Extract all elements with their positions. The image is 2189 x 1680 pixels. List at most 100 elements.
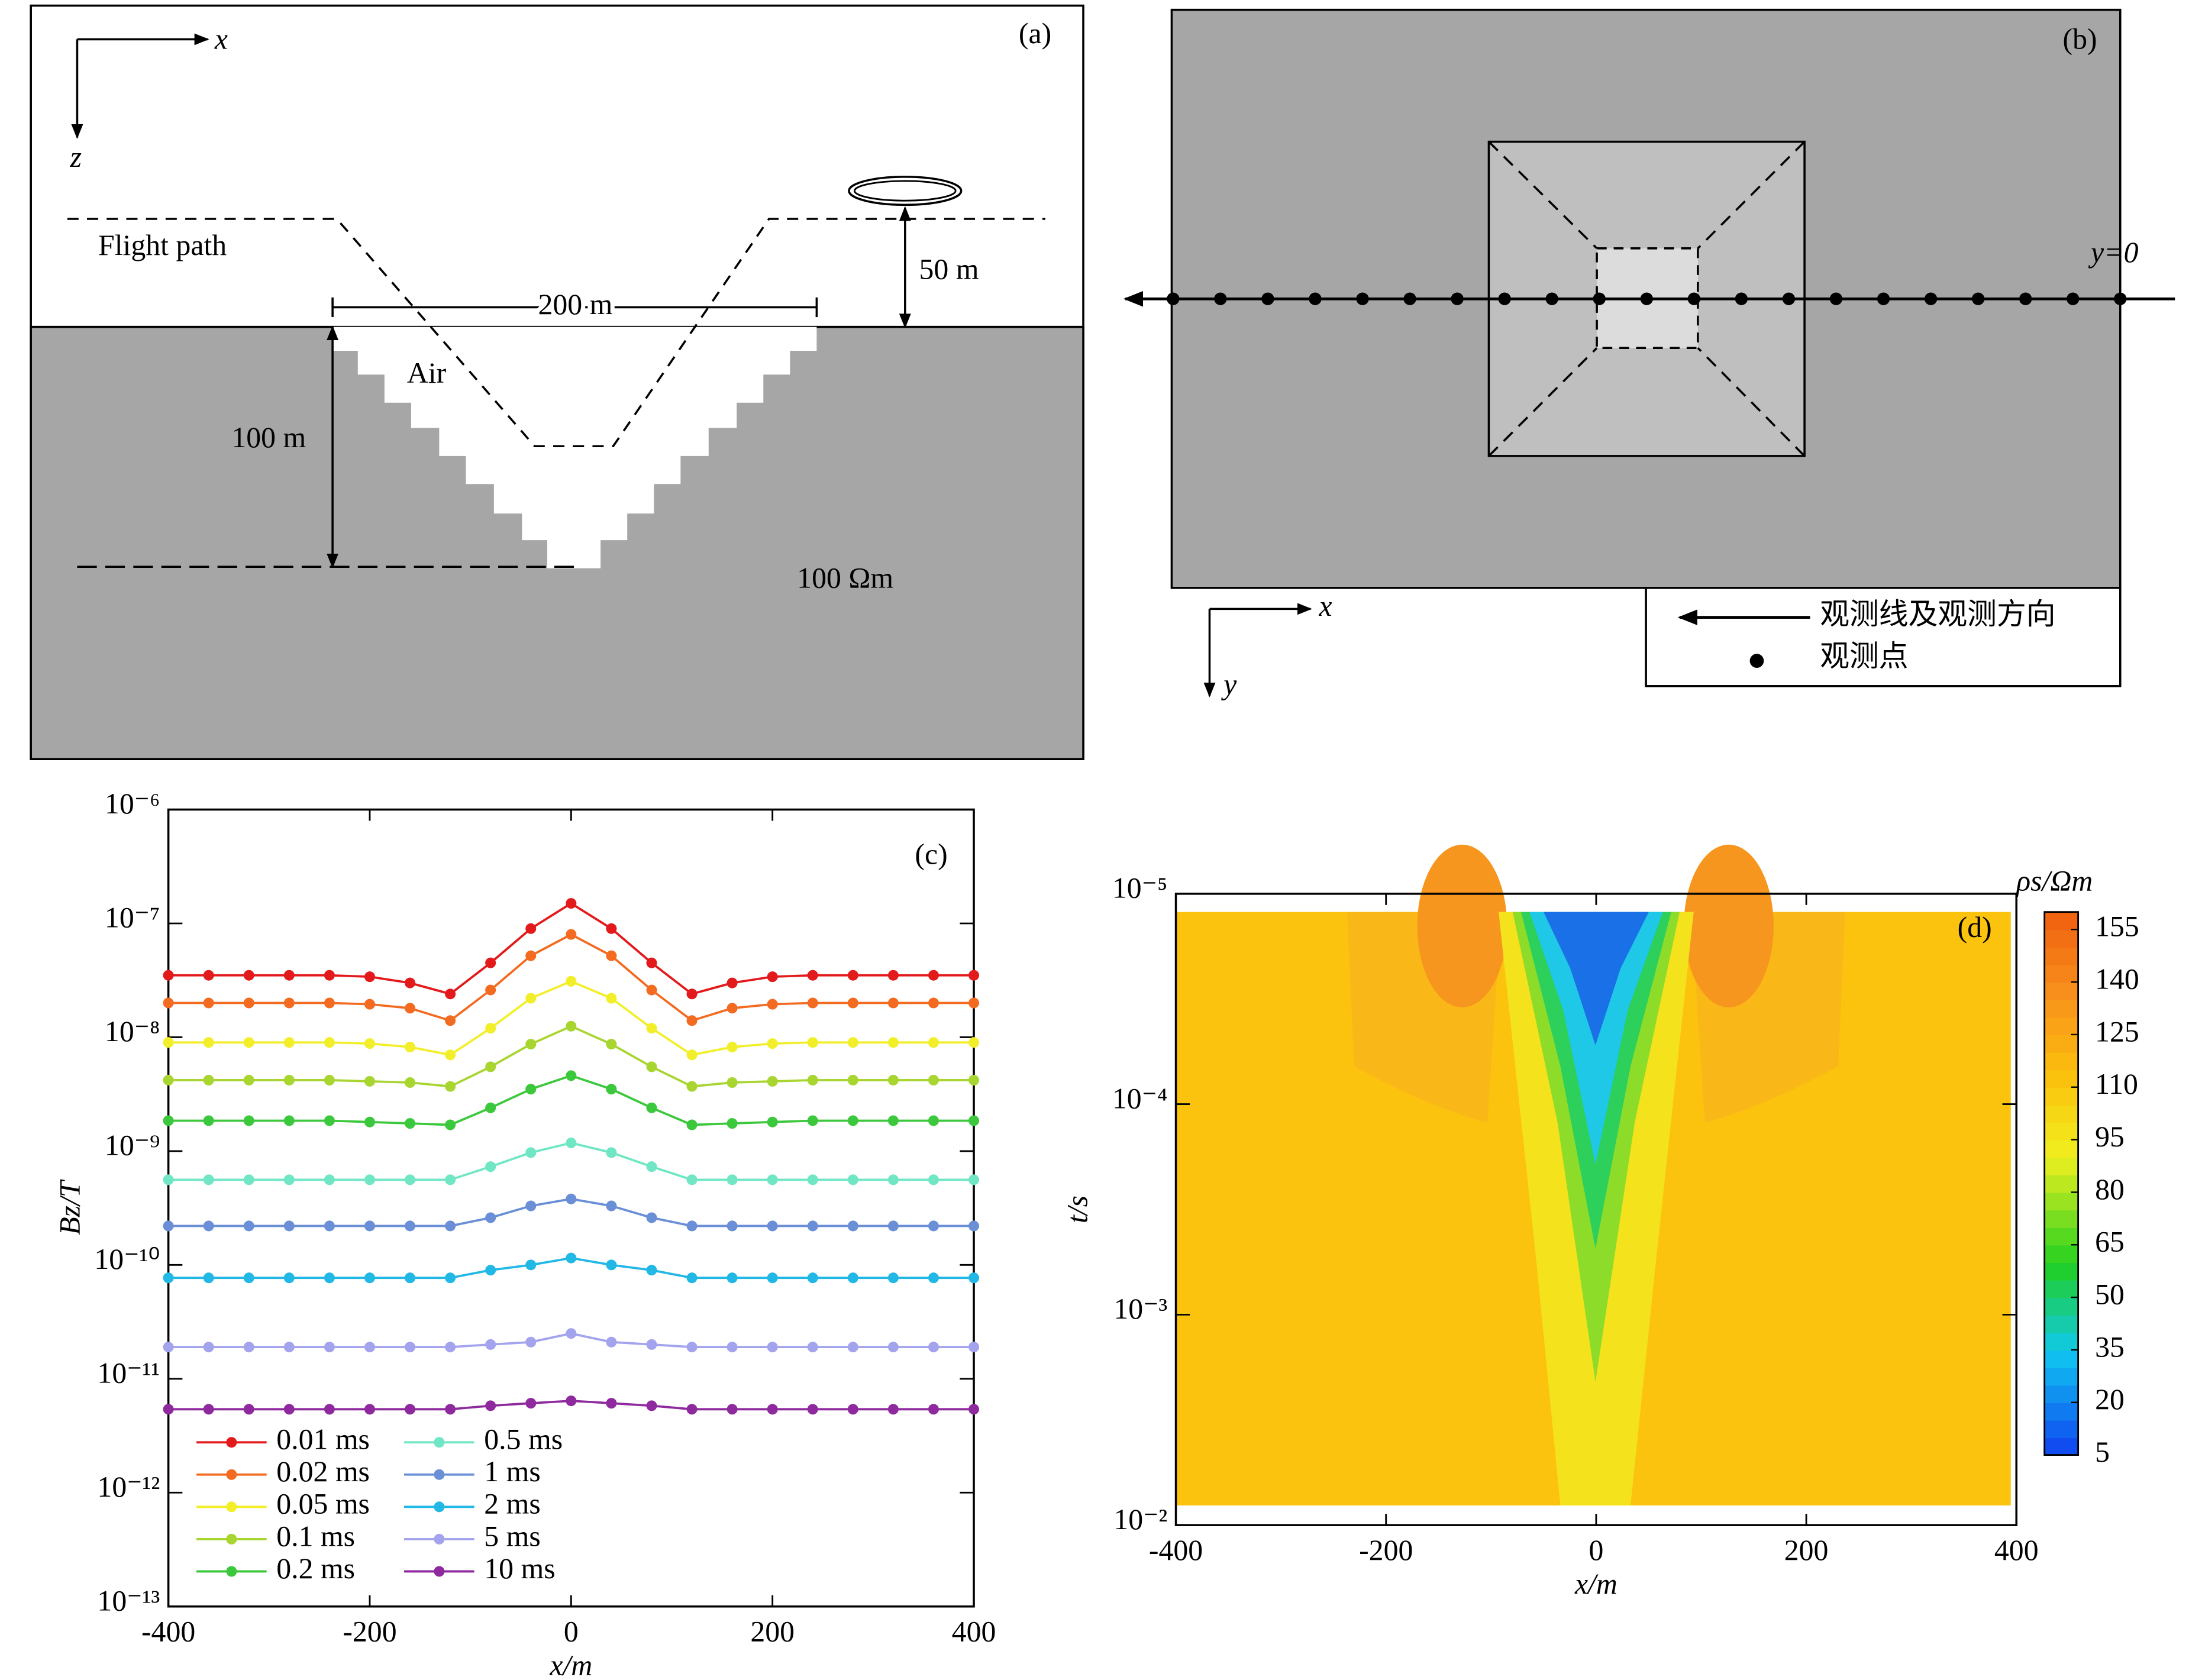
x-tick-label: -200 [1359,1534,1413,1566]
x-tick-label: -400 [141,1616,195,1648]
data-point [887,1074,899,1085]
data-point [203,1342,214,1353]
data-point [485,1061,496,1072]
data-point [968,1342,980,1353]
data-point [283,1115,295,1126]
data-point [646,1102,657,1113]
data-point [606,993,617,1004]
data-point [767,1342,778,1353]
data-point [566,975,577,987]
data-point [283,970,295,981]
data-point [767,999,778,1010]
data-point [887,1272,899,1284]
data-point [606,1200,617,1211]
data-point [727,1118,738,1129]
data-point [364,999,375,1010]
survey-point [1687,292,1701,305]
legend-marker [434,1437,445,1448]
data-point [243,1220,254,1232]
data-point [445,1342,456,1353]
y-axis-label: t/s [1061,1196,1094,1223]
data-point [646,1400,657,1411]
data-point [807,1174,818,1185]
legend-marker [434,1533,445,1545]
data-point [566,1138,577,1149]
colorbar-step [2044,1280,2078,1298]
colorbar-step [2044,1385,2078,1403]
colorbar-step [2044,1367,2078,1386]
data-point [445,1220,456,1232]
x-axis-label: x/m [549,1649,592,1680]
data-point [887,970,899,981]
data-point [606,1039,617,1050]
legend-marker [434,1566,445,1577]
data-point [364,971,375,983]
data-point [847,1272,858,1284]
data-point [968,970,980,981]
data-point [283,1342,295,1353]
data-point [807,1342,818,1353]
data-point [405,1042,416,1053]
label: 100 Ωm [797,561,893,594]
legend-marker [226,1566,237,1577]
data-point [566,929,577,940]
data-point [203,1037,214,1048]
data-point [928,1174,939,1185]
data-point [163,1220,174,1232]
data-point [727,1272,738,1284]
data-point [928,1220,939,1232]
survey-points [1167,292,2127,305]
y-axis-label: Bz/T [54,1179,86,1235]
legend-marker [226,1501,237,1513]
data-point [283,1174,295,1185]
colorbar-step [2044,1017,2078,1036]
data-point [405,1003,416,1014]
survey-point [1545,292,1558,305]
panel-b: y=0 (b) x y 观测线及观测方向 观测点 [1123,8,2175,701]
data-point [243,1272,254,1284]
data-point [646,1265,657,1276]
data-point [767,1272,778,1284]
field-region [1543,912,1649,1045]
data-point [485,1339,496,1350]
data-point [405,1220,416,1232]
data-point [203,1272,214,1284]
data-point [405,1077,416,1088]
data-point [887,997,899,1009]
data-point [686,1015,698,1026]
y-tick-label: 10⁻¹¹ [97,1356,160,1389]
data-point [727,977,738,988]
data-point [283,1404,295,1415]
survey-point [1593,292,1606,305]
data-point [283,997,295,1009]
data-point [968,1220,980,1232]
data-point [163,1037,174,1048]
data-point [203,1174,214,1185]
legend-label: 2 ms [484,1488,540,1520]
colorbar-step [2044,1174,2078,1193]
label: y=0 [2088,236,2139,269]
axis-label: z [70,141,82,173]
data-point [566,1193,577,1204]
colorbar-tick-label: 50 [2095,1278,2125,1310]
data-point [606,1259,617,1271]
data-point [727,1042,738,1053]
colorbar-tick-label: 155 [2095,910,2139,943]
y-tick-label: 10⁻⁸ [105,1015,160,1048]
data-point [566,898,577,909]
data-point [203,1220,214,1232]
data-point [928,1074,939,1085]
colorbar-step [2044,1245,2078,1264]
data-point [646,984,657,996]
data-point [485,984,496,996]
data-point [686,1049,698,1061]
x-tick-label: -200 [343,1616,396,1648]
label: 200 m [538,288,612,321]
legend-marker [434,1501,445,1513]
data-point [847,1174,858,1185]
data-point [968,1404,980,1415]
colorbar-tick-label: 80 [2095,1173,2125,1206]
data-point [847,1404,858,1415]
data-point [767,1116,778,1127]
